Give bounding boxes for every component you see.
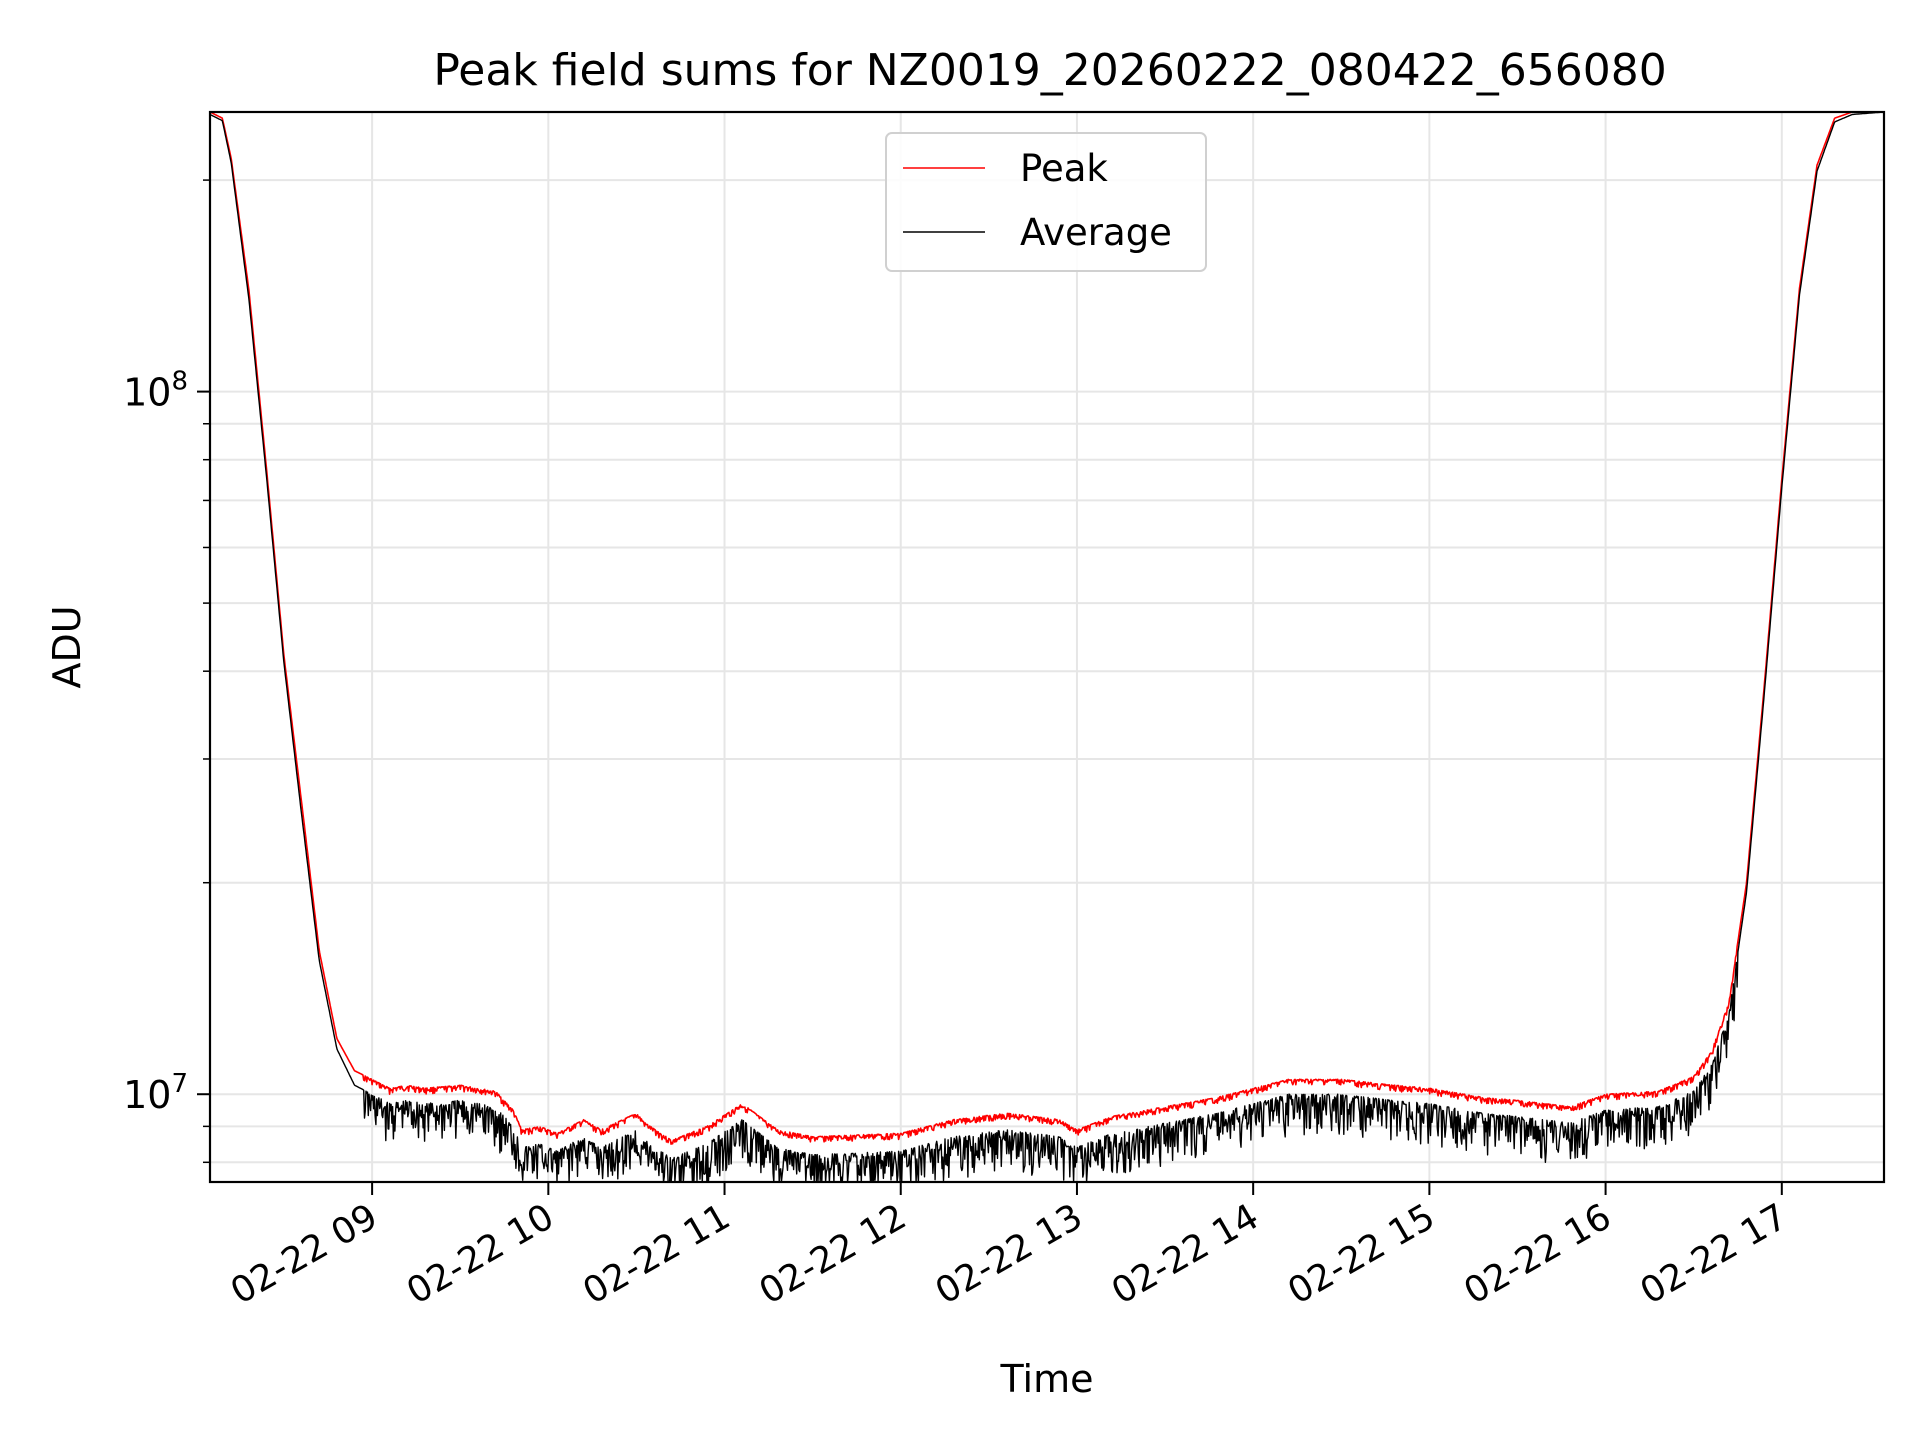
x-axis-label: Time	[1000, 1357, 1094, 1401]
y-tick-label: 107	[123, 1069, 188, 1117]
series-line-peak	[209, 111, 1884, 1145]
legend-label-peak: Peak	[1020, 147, 1108, 190]
plot-series	[209, 111, 1885, 1183]
legend-label-average: Average	[1020, 211, 1172, 254]
y-tick-label: 108	[123, 367, 188, 415]
y-tick-label-exponent: 8	[171, 367, 188, 397]
series-line-average	[209, 111, 1885, 1183]
plot-frame	[208, 110, 1886, 1184]
y-tick-label-exponent: 7	[171, 1069, 188, 1099]
y-tick-label-base: 10	[123, 371, 171, 415]
legend: Peak Average	[885, 132, 1207, 272]
chart-title: Peak field sums for NZ0019_20260222_0804…	[433, 45, 1666, 96]
y-axis-label: ADU	[45, 605, 89, 688]
y-tick-label-base: 10	[123, 1073, 171, 1117]
